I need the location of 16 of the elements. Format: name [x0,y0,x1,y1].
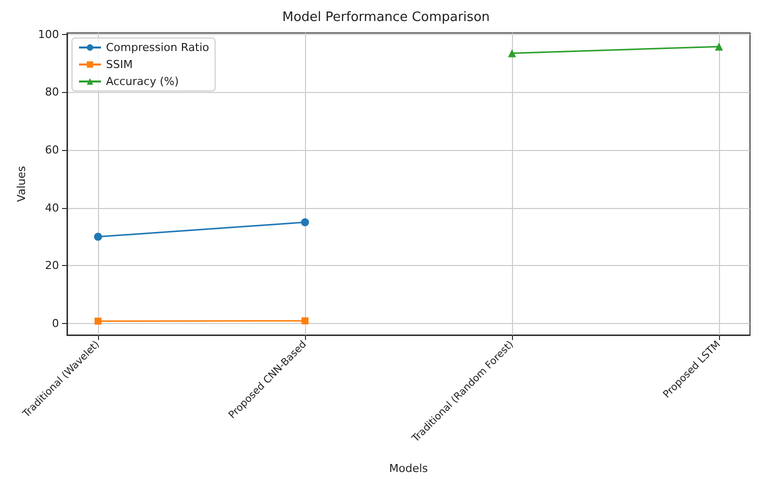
point [301,218,310,226]
y-tick-label: 60 [45,144,59,157]
y-tick-label: 20 [45,259,59,272]
point [302,317,309,324]
x-axis-title: Models [389,462,428,475]
point [94,318,102,325]
legend-label: SSIM [106,58,133,71]
y-axis-title: Values [15,166,28,202]
legend-label: Accuracy (%) [106,75,179,88]
y-tick-label: 80 [45,86,59,99]
legend-label: Compression Ratio [106,41,210,54]
y-tick-label: 0 [52,316,59,330]
point [94,232,102,241]
y-tick-label: 100 [38,28,59,41]
y-tick-label: 40 [45,201,59,214]
chart-title: Model Performance Comparison [282,10,490,25]
